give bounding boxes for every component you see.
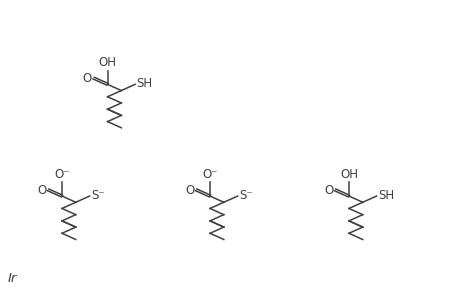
Text: O⁻: O⁻ [202,168,218,181]
Text: O: O [185,184,195,197]
Text: OH: OH [340,168,358,181]
Text: Ir: Ir [7,272,17,285]
Text: S⁻: S⁻ [239,189,253,202]
Text: SH: SH [136,77,153,91]
Text: S⁻: S⁻ [91,189,105,202]
Text: O: O [83,72,92,85]
Text: SH: SH [378,189,394,202]
Text: OH: OH [99,56,117,69]
Text: O: O [324,184,333,197]
Text: O⁻: O⁻ [54,168,70,181]
Text: O: O [37,184,47,197]
